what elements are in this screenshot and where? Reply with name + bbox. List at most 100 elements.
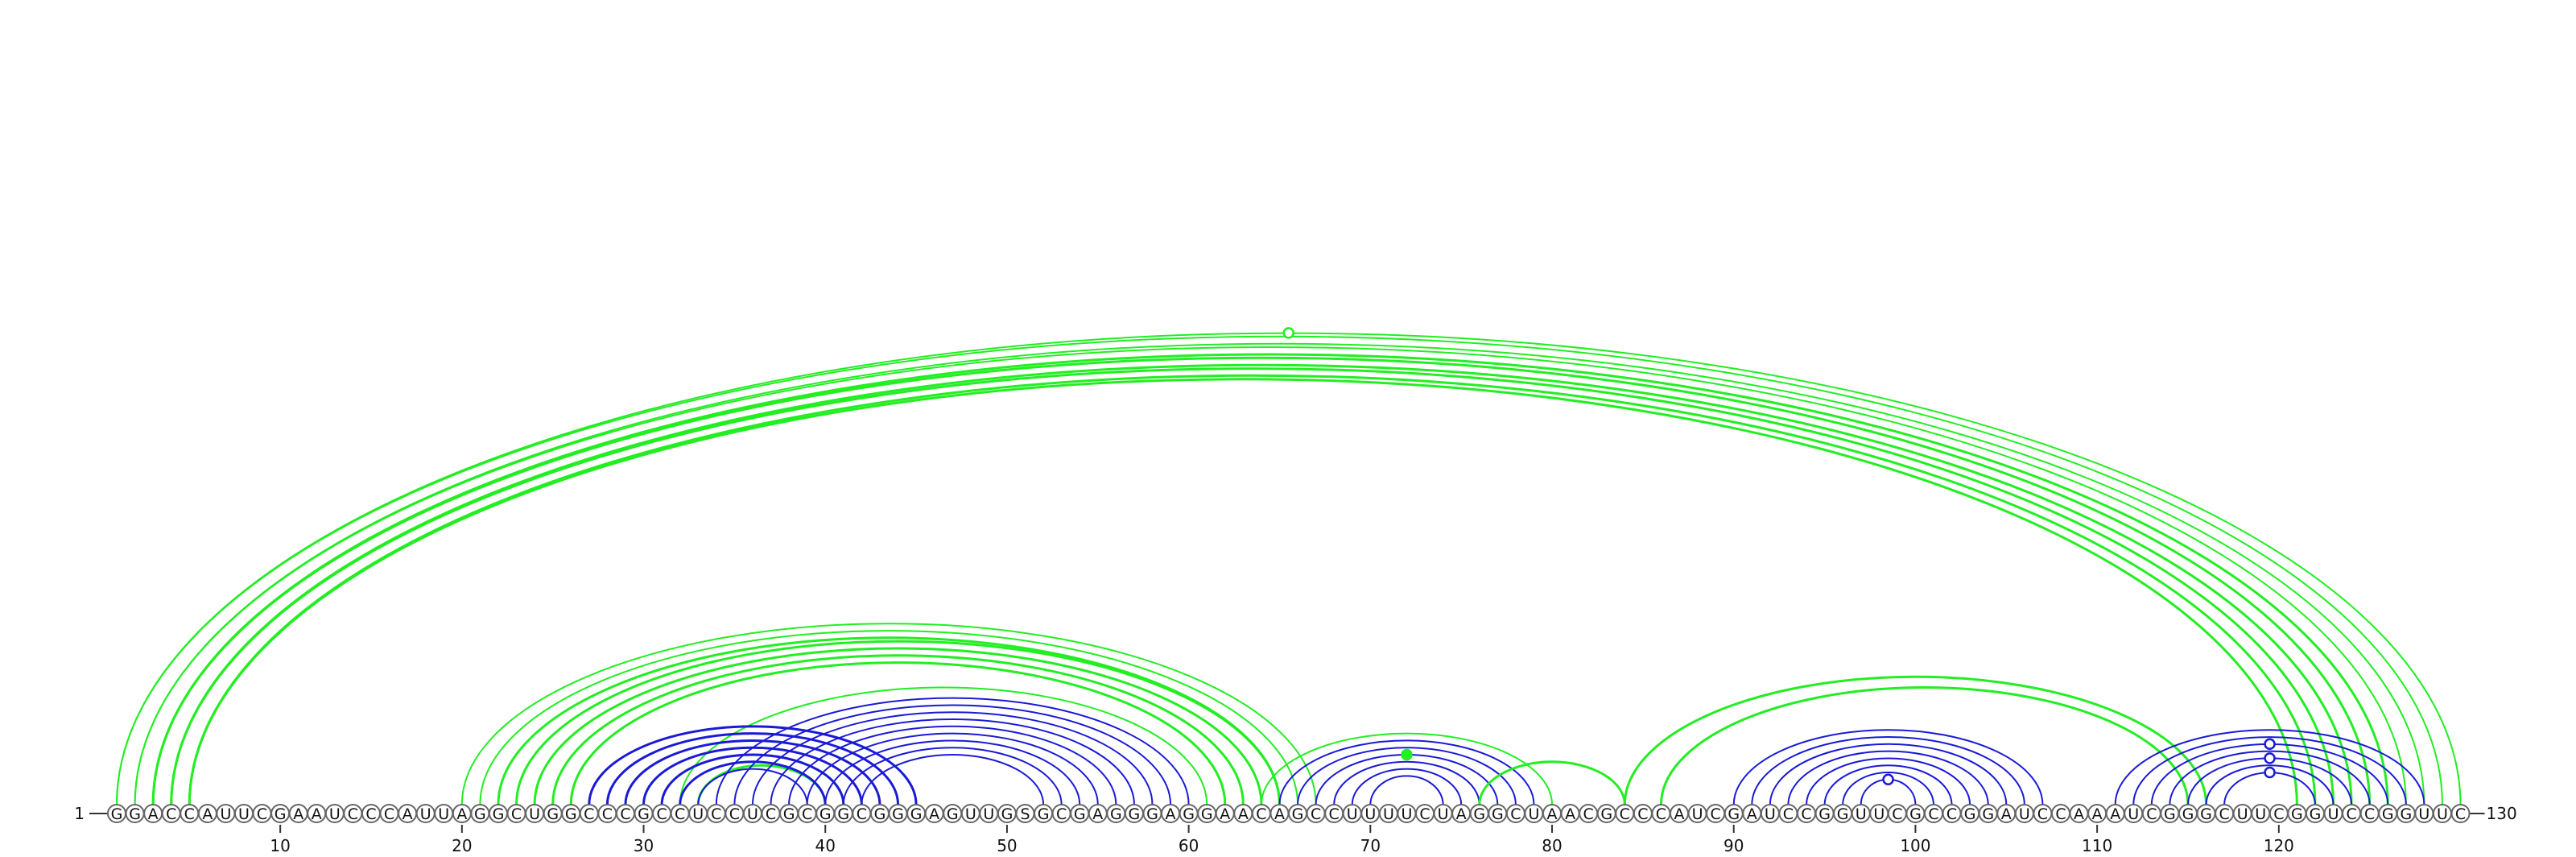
nucleotide: G <box>2305 804 2325 823</box>
nucleotide-letter: C <box>602 805 613 823</box>
nucleotide-letter: G <box>565 805 577 823</box>
arc-90-107 <box>1732 729 2044 805</box>
nucleotide-letter: U <box>2255 805 2266 823</box>
nucleotide-letter: G <box>1292 805 1304 823</box>
nucleotide: U <box>742 804 762 823</box>
nucleotide: U <box>979 804 999 823</box>
sequence-backbone: 1 130 <box>74 804 2516 823</box>
arc-40-54 <box>824 739 1081 805</box>
nucleotide: G <box>888 804 908 823</box>
nucleotide-letter: C <box>656 805 667 823</box>
nucleotide: U <box>1397 804 1417 823</box>
tick-label-100: 100 <box>1900 836 1930 855</box>
nucleotide-letter: U <box>747 805 758 823</box>
nucleotide: A <box>1670 804 1690 823</box>
arc-3-126 <box>153 354 2388 805</box>
nucleotide-letter: C <box>802 805 812 823</box>
nucleotide-letter: C <box>2273 805 2284 823</box>
nucleotide-letter: G <box>1492 805 1504 823</box>
nucleotide: C <box>615 804 635 823</box>
nucleotide-letter: U <box>420 805 431 823</box>
nucleotide-letter: U <box>1692 805 1703 823</box>
nucleotide: U <box>1851 804 1871 823</box>
nucleotide-letter: G <box>129 805 141 823</box>
nucleotide-letter: G <box>1183 805 1195 823</box>
nucleotide-letter: G <box>837 805 849 823</box>
nucleotide: A <box>1742 804 1762 823</box>
nucleotide: C <box>761 804 781 823</box>
nucleotide-letter: G <box>819 805 832 823</box>
nucleotide: C <box>361 804 381 823</box>
nucleotide-letter: G <box>493 805 505 823</box>
arc-94-103 <box>1806 757 1971 805</box>
nucleotide: G <box>1124 804 1144 823</box>
nucleotide-letter: A <box>1565 805 1575 823</box>
nucleotide: U <box>2232 804 2252 823</box>
nucleotide-letter: C <box>2364 805 2375 823</box>
arc-39-55 <box>806 732 1099 805</box>
nucleotide-letter: C <box>1583 805 1594 823</box>
nucleotide: G <box>1142 804 1162 823</box>
nucleotide: U <box>2124 804 2144 823</box>
nucleotide-letter: U <box>1383 805 1394 823</box>
nucleotide-letter: A <box>456 805 467 823</box>
nucleotide-letter: G <box>1110 805 1122 823</box>
tick-label-90: 90 <box>1724 836 1744 855</box>
base-pair-arcs <box>117 333 2461 805</box>
arc-68-76 <box>1333 760 1480 805</box>
arc-112-127 <box>2132 736 2407 805</box>
nucleotide-letter: U <box>965 805 976 823</box>
nucleotide-letter: C <box>1711 805 1721 823</box>
nucleotide: C <box>1324 804 1344 823</box>
nucleotide: A <box>1996 804 2017 823</box>
nucleotide-letter: C <box>675 805 685 823</box>
nucleotide: G <box>943 804 963 823</box>
nucleotide: C <box>252 804 272 823</box>
nucleotide-letter: G <box>1837 805 1849 823</box>
nucleotide: A <box>924 804 944 823</box>
nucleotide-letter: G <box>1074 805 1086 823</box>
nucleotide: U <box>2014 804 2034 823</box>
nucleotide: C <box>597 804 617 823</box>
tick-label-30: 30 <box>634 836 654 855</box>
nucleotide: A <box>197 804 217 823</box>
nucleotide: C <box>343 804 363 823</box>
nucleotide-letter: U <box>1873 805 1885 823</box>
arc-116-123 <box>2205 764 2334 805</box>
nucleotide-letter: C <box>2055 805 2066 823</box>
arc-25-63 <box>551 654 1245 805</box>
nucleotide-letter: G <box>1982 805 1994 823</box>
nucleotide-letter: C <box>857 805 867 823</box>
nucleotide: G <box>1814 804 1835 823</box>
nucleotide: U <box>1760 804 1780 823</box>
arc-marker-3 <box>1882 773 1894 786</box>
nucleotide-letter: U <box>2019 805 2030 823</box>
nucleotide-letter: A <box>2110 805 2120 823</box>
nucleotide-letter: A <box>1747 805 1757 823</box>
nucleotide-letter: G <box>910 805 923 823</box>
nucleotide: C <box>161 804 181 823</box>
nucleotide-letter: U <box>1765 805 1776 823</box>
arc-1-130 <box>117 333 2461 805</box>
nucleotide-letter: C <box>365 805 376 823</box>
arc-70-74 <box>1369 775 1444 805</box>
nucleotide: A <box>288 804 308 823</box>
nucleotide-letter: U <box>1856 805 1867 823</box>
nucleotide: G <box>2378 804 2398 823</box>
tick-label-110: 110 <box>2082 836 2112 855</box>
arc-20-67 <box>460 623 1317 805</box>
nucleotide-letter: C <box>184 805 195 823</box>
arc-64-80 <box>1260 732 1554 805</box>
nucleotide: C <box>1651 804 1671 823</box>
nucleotide: A <box>398 804 418 823</box>
nucleotide-letter: S <box>1020 805 1030 823</box>
arc-37-57 <box>770 718 1135 805</box>
nucleotide-letter: C <box>1620 805 1630 823</box>
arc-84-116 <box>1623 675 2208 805</box>
nucleotide: U <box>2251 804 2271 823</box>
nucleotide-letter: C <box>2455 805 2466 823</box>
nucleotide: A <box>1542 804 1563 823</box>
nucleotide: G <box>1179 804 1199 823</box>
arc-66-78 <box>1297 747 1517 805</box>
